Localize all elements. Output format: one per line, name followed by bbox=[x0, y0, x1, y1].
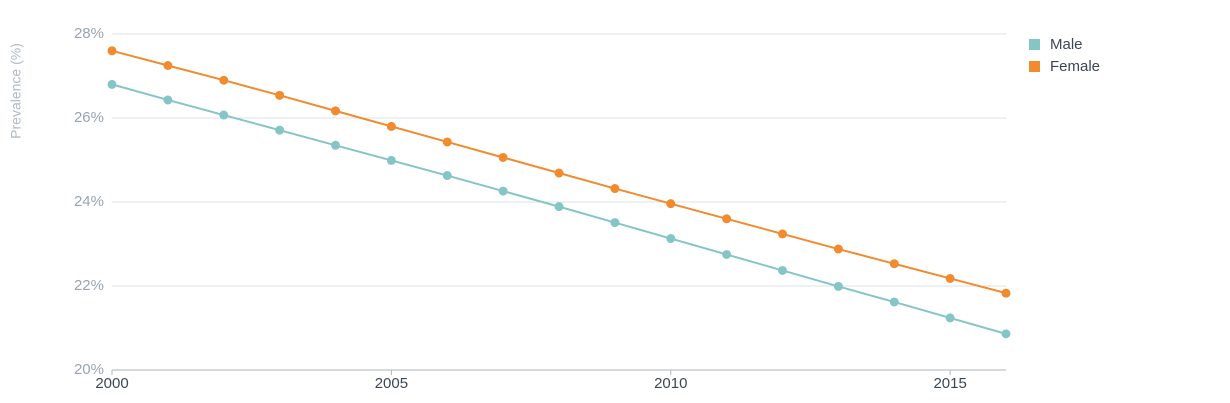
y-tick-label: 22% bbox=[74, 277, 104, 294]
x-axis-ticks: 2000 2005 2010 2015 bbox=[95, 370, 967, 392]
legend-label-male: Male bbox=[1050, 35, 1083, 53]
data-point-male[interactable] bbox=[1001, 329, 1011, 339]
data-point-female[interactable] bbox=[163, 61, 173, 70]
data-point-male[interactable] bbox=[722, 250, 732, 259]
data-point-male[interactable] bbox=[107, 79, 117, 89]
data-point-female[interactable] bbox=[498, 152, 508, 162]
data-point-male[interactable] bbox=[331, 140, 340, 150]
data-point-male[interactable] bbox=[778, 265, 787, 275]
data-point-female[interactable] bbox=[945, 273, 955, 283]
legend-swatch-male bbox=[1029, 38, 1040, 50]
data-point-female[interactable] bbox=[386, 121, 396, 131]
x-tick-label: 2000 bbox=[95, 375, 128, 392]
data-point-male[interactable] bbox=[833, 281, 843, 291]
data-point-female[interactable] bbox=[219, 75, 229, 85]
data-point-male[interactable] bbox=[554, 202, 564, 212]
data-point-female[interactable] bbox=[889, 259, 899, 269]
x-tick-label: 2015 bbox=[933, 375, 966, 392]
y-axis-ticks: 20% 22% 24% 26% 28% bbox=[74, 25, 104, 378]
data-point-female[interactable] bbox=[331, 106, 340, 116]
data-point-male[interactable] bbox=[219, 110, 229, 120]
data-point-male[interactable] bbox=[163, 95, 173, 105]
data-point-female[interactable] bbox=[1001, 288, 1011, 298]
legend-item-male[interactable]: Male bbox=[1029, 33, 1100, 55]
data-point-male[interactable] bbox=[386, 155, 396, 165]
legend-swatch-female bbox=[1029, 60, 1040, 72]
x-tick-label: 2010 bbox=[654, 375, 687, 392]
data-point-female[interactable] bbox=[722, 214, 732, 224]
data-point-female[interactable] bbox=[442, 137, 452, 147]
legend: Male Female bbox=[1029, 33, 1100, 77]
data-point-male[interactable] bbox=[275, 125, 285, 135]
data-point-female[interactable] bbox=[275, 90, 285, 100]
series-male bbox=[107, 79, 1011, 339]
y-axis-title: Prevalence (%) bbox=[8, 43, 24, 139]
y-tick-label: 24% bbox=[74, 193, 104, 210]
series-layer bbox=[107, 46, 1011, 339]
data-point-female[interactable] bbox=[610, 184, 620, 194]
y-tick-label: 26% bbox=[74, 109, 104, 126]
x-tick-label: 2005 bbox=[375, 375, 408, 392]
data-point-male[interactable] bbox=[442, 171, 452, 181]
data-point-male[interactable] bbox=[498, 186, 508, 196]
series-female bbox=[107, 46, 1011, 298]
y-tick-label: 20% bbox=[74, 361, 104, 378]
data-point-female[interactable] bbox=[778, 229, 787, 239]
data-point-male[interactable] bbox=[666, 234, 676, 244]
data-point-female[interactable] bbox=[833, 244, 843, 254]
data-point-male[interactable] bbox=[610, 218, 620, 228]
legend-label-female: Female bbox=[1050, 57, 1101, 75]
data-point-male[interactable] bbox=[945, 313, 955, 323]
data-point-male[interactable] bbox=[889, 297, 899, 307]
y-tick-label: 28% bbox=[74, 25, 104, 42]
data-point-female[interactable] bbox=[107, 46, 117, 56]
data-point-female[interactable] bbox=[666, 199, 676, 209]
gridlines bbox=[112, 33, 1006, 371]
legend-item-female[interactable]: Female bbox=[1029, 55, 1100, 77]
data-point-female[interactable] bbox=[554, 168, 564, 178]
